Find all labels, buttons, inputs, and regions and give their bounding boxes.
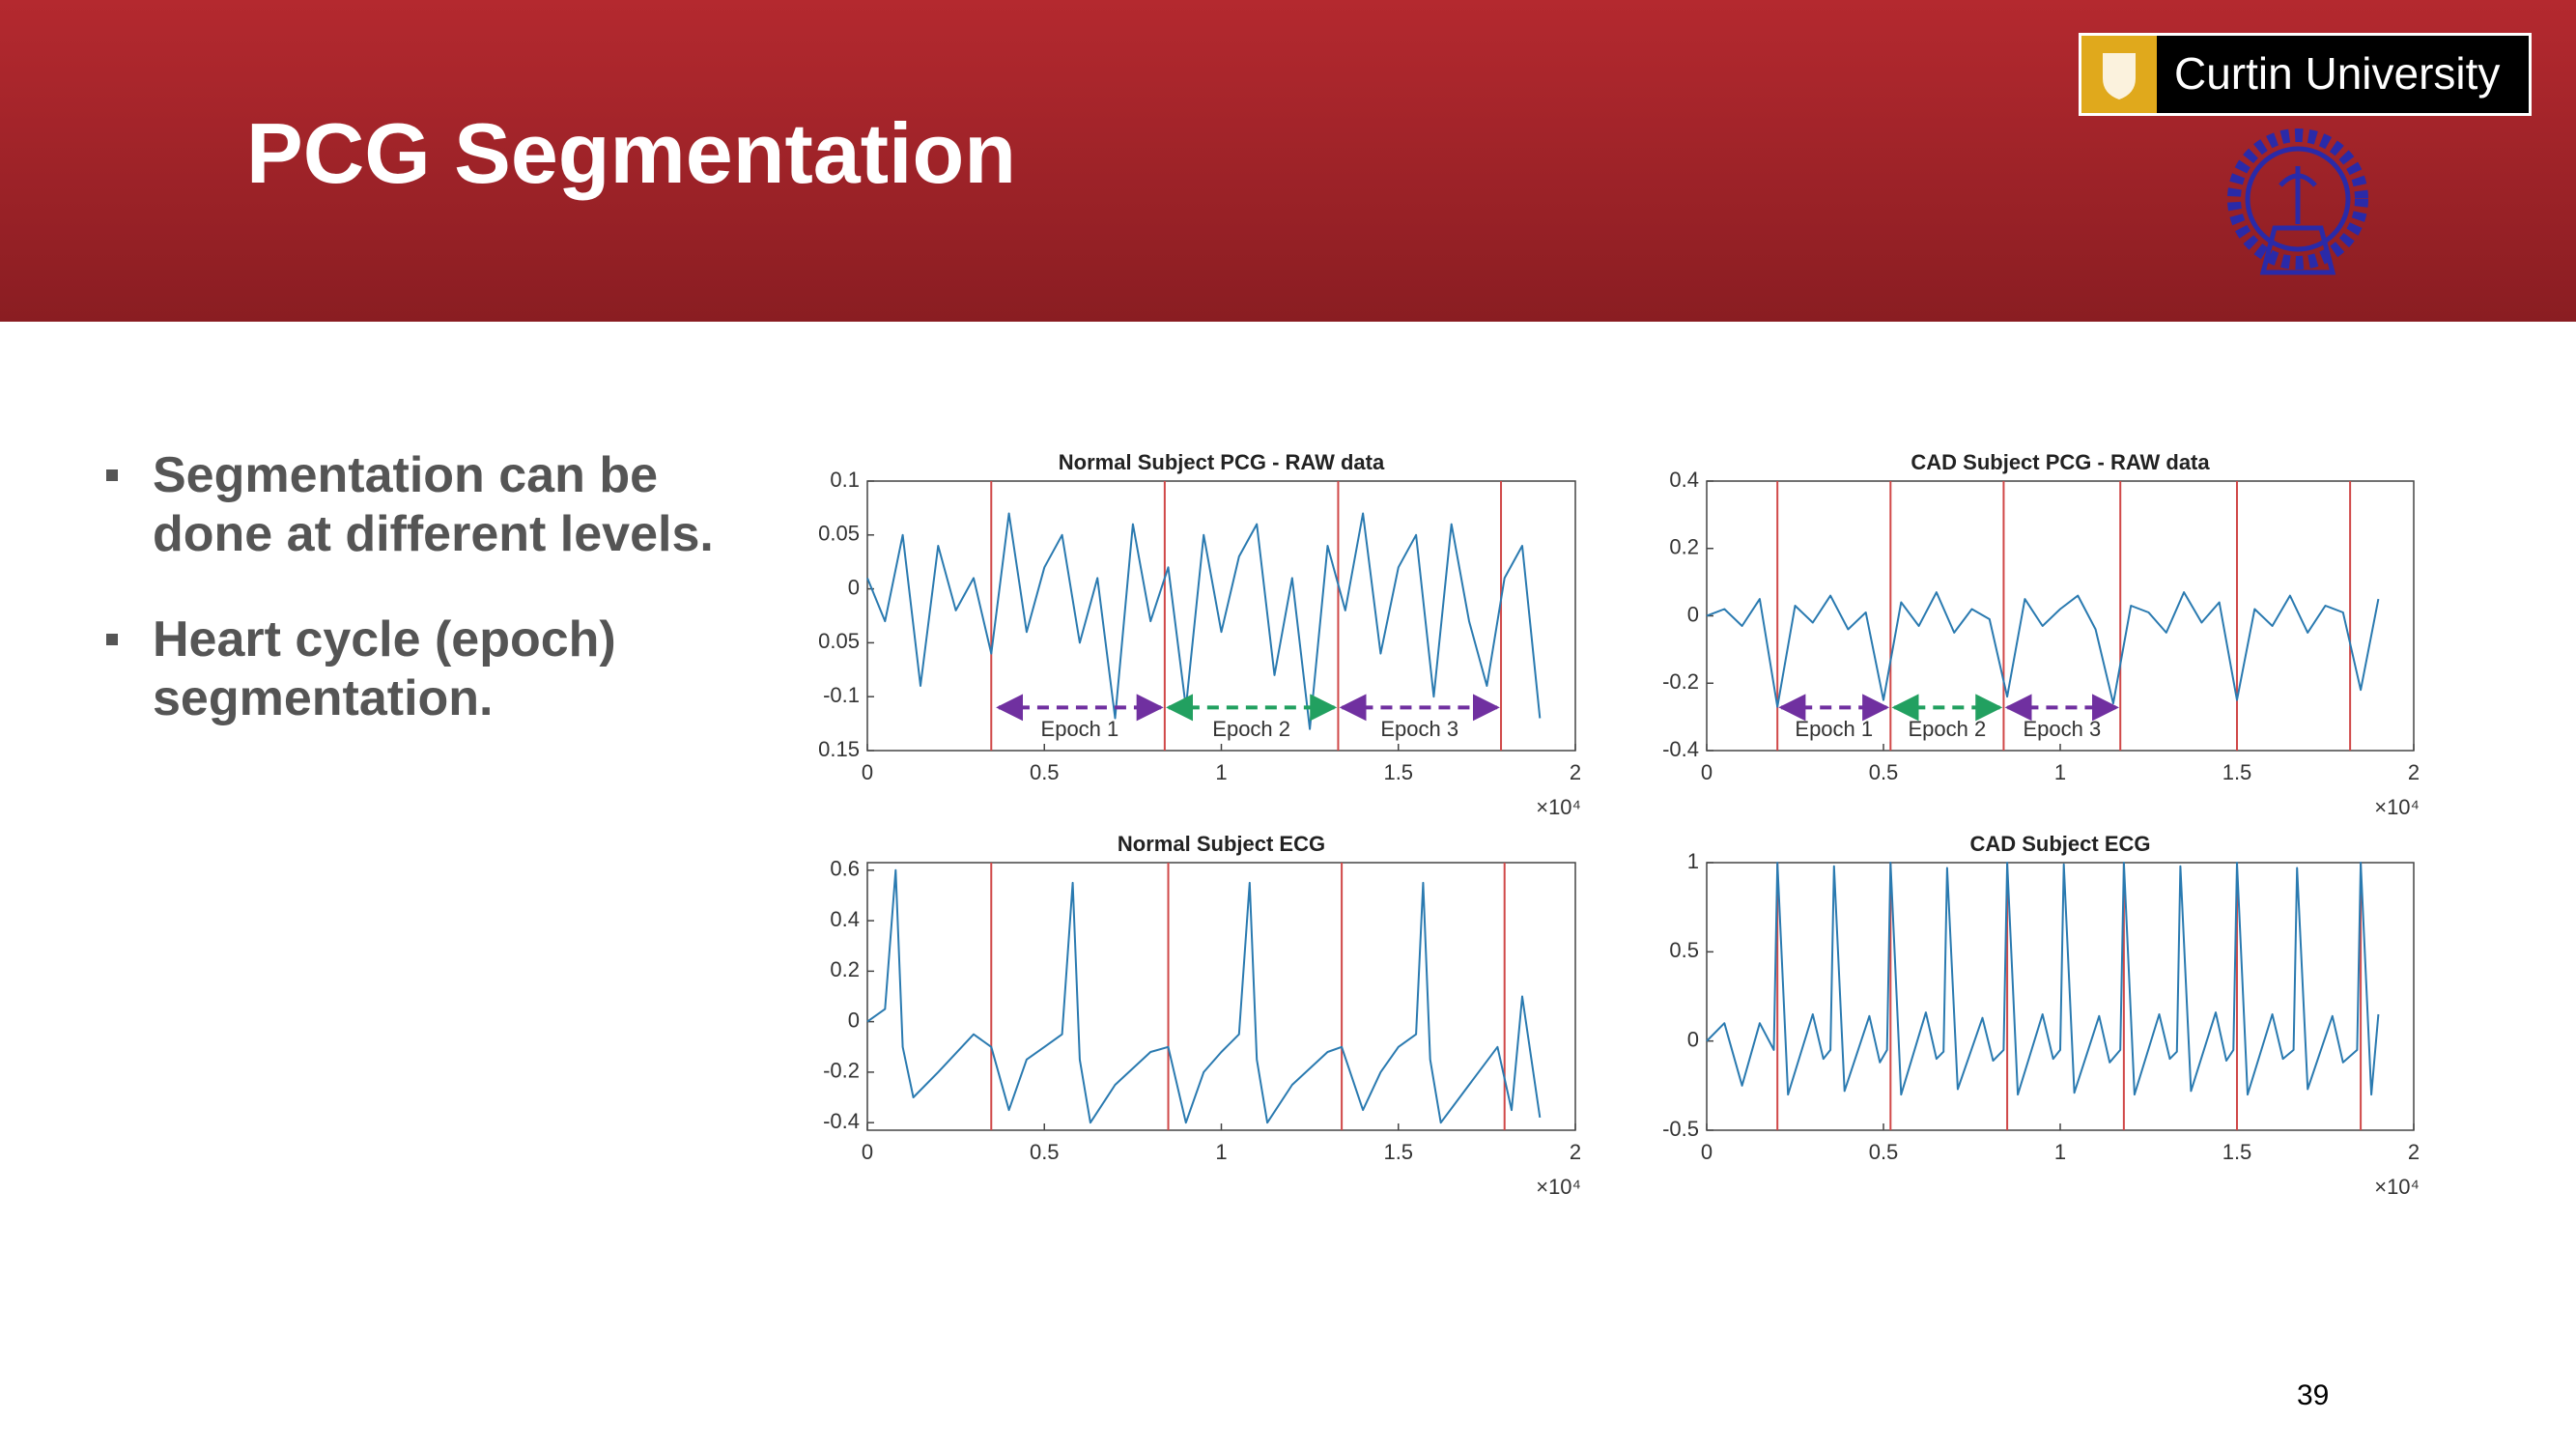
y-tick-label: 0.1 <box>830 468 860 492</box>
x-tick-label: 0.5 <box>1869 1140 1899 1164</box>
signal-line <box>866 868 1542 1124</box>
x-tick-label: 1 <box>2054 760 2066 784</box>
y-tick-label: 0 <box>848 1008 860 1032</box>
x-multiplier: ×10⁴ <box>2374 1175 2420 1199</box>
plot-area <box>866 480 1576 752</box>
signal-line <box>866 512 1542 730</box>
y-tick-label: 0.15 <box>818 737 860 761</box>
signal-line <box>1706 591 2380 708</box>
x-tick-label: 1.5 <box>2222 760 2252 784</box>
x-multiplier: ×10⁴ <box>1536 795 1581 819</box>
y-tick-label: -0.4 <box>1662 737 1699 761</box>
y-tick-label: -0.2 <box>823 1059 860 1083</box>
x-tick-label: 0 <box>1701 760 1713 784</box>
page-number: 39 <box>2297 1379 2330 1411</box>
y-tick-label: -0.5 <box>1662 1117 1699 1141</box>
y-tick-label: -0.4 <box>823 1109 860 1133</box>
plot-area <box>1706 480 2415 752</box>
logo-shield <box>2103 53 2136 99</box>
logo-text: Curtin University <box>2174 48 2501 99</box>
y-tick-label: -0.1 <box>823 683 860 707</box>
y-tick-label: 0 <box>1687 1027 1699 1051</box>
bullet: Heart cycle (epoch) segmentation. <box>106 611 763 728</box>
header-bar: PCG Segmentation Curtin University <box>0 0 2576 322</box>
x-tick-label: 0 <box>1701 1140 1713 1164</box>
y-tick-label: 0.05 <box>818 522 860 546</box>
x-tick-label: 2 <box>2408 1140 2420 1164</box>
x-tick-label: 1 <box>1215 1140 1227 1164</box>
y-tick-label: 0.4 <box>1669 468 1699 492</box>
chart-title: CAD Subject ECG <box>1969 832 2150 856</box>
epoch-label: Epoch 2 <box>1909 717 1987 741</box>
x-tick-label: 2 <box>2408 760 2420 784</box>
x-tick-label: 2 <box>1570 1140 1581 1164</box>
slide-title: PCG Segmentation <box>246 105 1016 201</box>
x-tick-label: 1.5 <box>1383 760 1413 784</box>
epoch-label: Epoch 3 <box>1380 717 1458 741</box>
x-tick-label: 1.5 <box>2222 1140 2252 1164</box>
x-multiplier: ×10⁴ <box>1536 1175 1581 1199</box>
chart-title: CAD Subject PCG - RAW data <box>1911 450 2210 474</box>
y-tick-label: 0 <box>848 575 860 599</box>
y-tick-label: 0 <box>1687 602 1699 626</box>
epoch-label: Epoch 1 <box>1795 717 1873 741</box>
x-tick-label: 2 <box>1570 760 1581 784</box>
epoch-label: Epoch 2 <box>1212 717 1290 741</box>
chart-title: Normal Subject PCG - RAW data <box>1059 450 1385 474</box>
y-tick-label: 0.2 <box>1669 535 1699 559</box>
signal-line <box>1706 862 2380 1096</box>
bullet: Segmentation can be done at different le… <box>106 446 763 564</box>
x-tick-label: 1 <box>2054 1140 2066 1164</box>
institute-emblem <box>2227 128 2368 275</box>
y-tick-label: 0.5 <box>1669 938 1699 962</box>
x-tick-label: 0 <box>862 1140 873 1164</box>
epoch-label: Epoch 1 <box>1041 717 1119 741</box>
logo-emblem <box>2081 36 2157 113</box>
x-tick-label: 1.5 <box>1383 1140 1413 1164</box>
x-tick-label: 0.5 <box>1030 760 1060 784</box>
plot-area <box>866 862 1576 1131</box>
x-tick-label: 0.5 <box>1869 760 1899 784</box>
x-multiplier: ×10⁴ <box>2374 795 2420 819</box>
y-tick-label: 0.4 <box>830 907 860 931</box>
y-tick-label: 1 <box>1687 849 1699 873</box>
y-tick-label: 0.2 <box>830 957 860 981</box>
university-logo: Curtin University <box>2079 33 2532 116</box>
epoch-label: Epoch 3 <box>2023 717 2101 741</box>
x-tick-label: 0 <box>862 760 873 784</box>
y-tick-label: -0.2 <box>1662 669 1699 694</box>
bullet-list: Segmentation can be done at different le… <box>106 446 763 775</box>
x-tick-label: 1 <box>1215 760 1227 784</box>
y-tick-label: 0.05 <box>818 629 860 653</box>
y-tick-label: 0.6 <box>830 857 860 881</box>
chart-title: Normal Subject ECG <box>1118 832 1325 856</box>
x-tick-label: 0.5 <box>1030 1140 1060 1164</box>
